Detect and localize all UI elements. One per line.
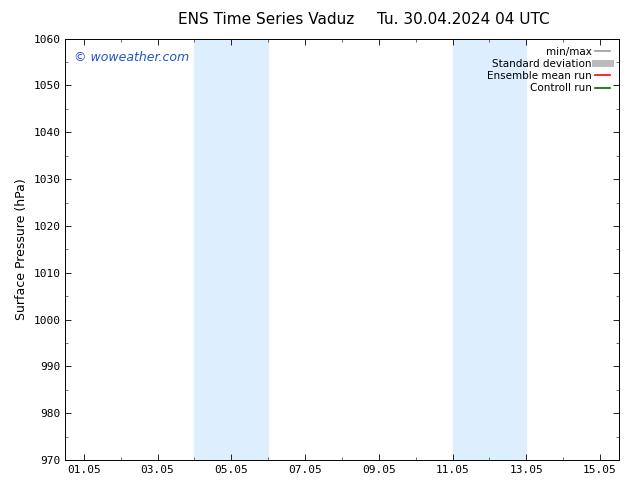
Text: Tu. 30.04.2024 04 UTC: Tu. 30.04.2024 04 UTC xyxy=(377,12,549,27)
Legend: min/max, Standard deviation, Ensemble mean run, Controll run: min/max, Standard deviation, Ensemble me… xyxy=(484,44,613,97)
Text: ENS Time Series Vaduz: ENS Time Series Vaduz xyxy=(178,12,354,27)
Text: © woweather.com: © woweather.com xyxy=(74,51,189,64)
Bar xyxy=(453,39,526,460)
Bar xyxy=(195,39,268,460)
Y-axis label: Surface Pressure (hPa): Surface Pressure (hPa) xyxy=(15,178,28,320)
